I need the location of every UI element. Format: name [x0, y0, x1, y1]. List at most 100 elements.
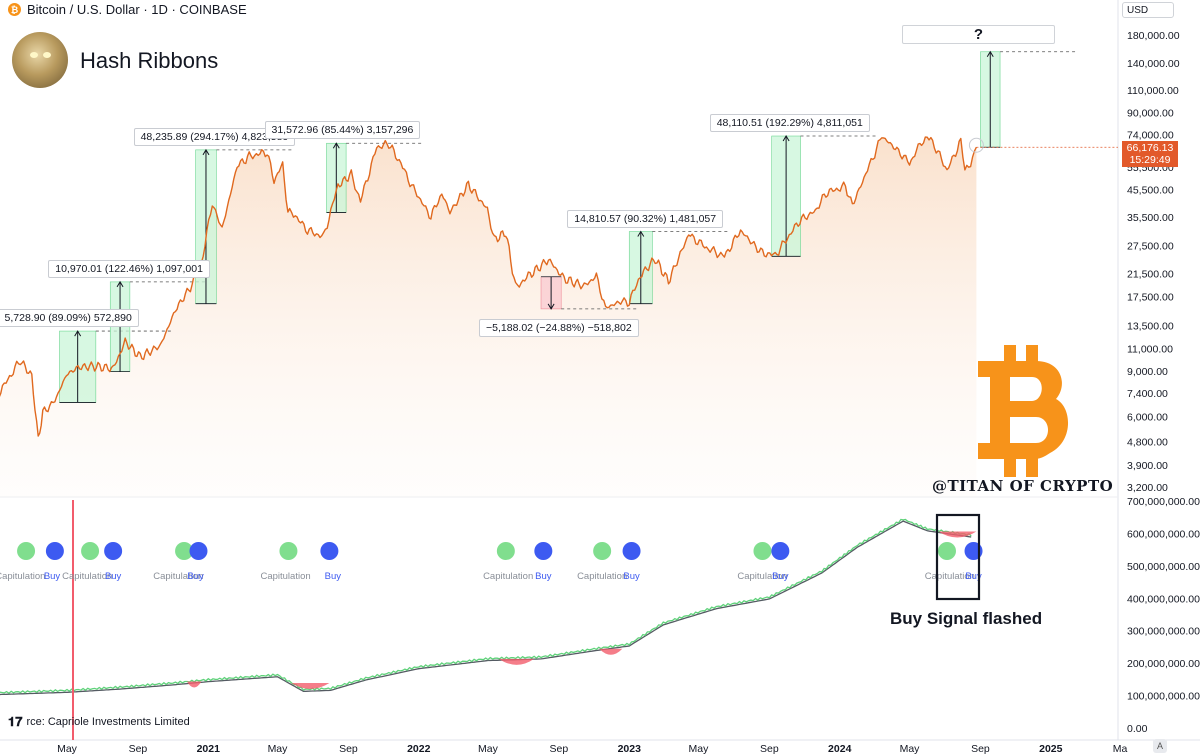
auto-scale-button[interactable]: A	[1153, 739, 1167, 753]
price-tick-label: 74,000.00	[1127, 130, 1174, 142]
price-tick-label: 90,000.00	[1127, 108, 1174, 120]
x-tick-label: 2025	[1039, 743, 1063, 755]
capitulation-signal-label: Capitulation	[737, 571, 787, 582]
price-tick-label: 45,500.00	[1127, 184, 1174, 196]
buy-signal-dot	[534, 542, 553, 560]
capitulation-signal-label: Capitulation	[62, 571, 112, 582]
hash-rate-slow-line	[0, 520, 972, 696]
hash-tick-label: 200,000,000.00	[1127, 658, 1200, 670]
projection-question-box: ?	[902, 25, 1055, 44]
buy-signal-label: Buy	[187, 571, 204, 582]
capitulation-signal-label: Capitulation	[925, 571, 975, 582]
avatar	[12, 32, 68, 88]
x-tick-label: May	[57, 743, 78, 755]
range-arrow-head	[116, 280, 124, 288]
symbol-header[interactable]: ₿ Bitcoin / U.S. Dollar · 1D · COINBASE	[8, 2, 247, 17]
buy-signal-dot	[189, 542, 208, 560]
x-tick-label: May	[478, 743, 499, 755]
price-tick-label: 13,500.00	[1127, 321, 1174, 333]
hash-tick-label: 700,000,000.00	[1127, 496, 1200, 508]
capitulation-signal-dot	[279, 542, 298, 560]
capitulation-signal-dot	[17, 542, 36, 560]
measurement-label: 10,970.01 (122.46%) 1,097,001	[48, 259, 210, 278]
hash-tick-label: 600,000,000.00	[1127, 528, 1200, 540]
source-credit[interactable]: 𝟏𝟕 rce: Capriole Investments Limited	[8, 714, 190, 730]
capitulation-signal-dot	[937, 542, 956, 560]
x-tick-label: May	[900, 743, 921, 755]
hash-tick-label: 400,000,000.00	[1127, 593, 1200, 605]
capitulation-signal-label: Capitulation	[483, 571, 533, 582]
measurement-label: 31,572.96 (85.44%) 3,157,296	[264, 121, 421, 140]
bitcoin-logo-icon	[978, 345, 1069, 477]
measurement-label: 14,810.57 (90.32%) 1,481,057	[567, 209, 724, 228]
price-tick-label: 4,800.00	[1127, 437, 1168, 449]
buy-signal-label: Buy	[965, 571, 982, 582]
hash-tick-label: 0.00	[1127, 723, 1148, 735]
hash-tick-label: 100,000,000.00	[1127, 691, 1200, 703]
source-label: rce: Capriole Investments Limited	[26, 716, 190, 728]
price-tick-label: 180,000.00	[1127, 30, 1180, 42]
price-tick-label: 3,200.00	[1127, 482, 1168, 494]
price-tick-label: 7,400.00	[1127, 388, 1168, 400]
price-series-line	[0, 136, 978, 437]
x-tick-label: Sep	[339, 743, 358, 755]
buy-signal-highlight-box	[935, 513, 981, 601]
range-arrow-head	[547, 303, 555, 310]
x-tick-label: 2021	[197, 743, 221, 755]
symbol-label: Bitcoin / U.S. Dollar · 1D · COINBASE	[27, 2, 247, 17]
price-tick-label: 110,000.00	[1127, 85, 1179, 97]
currency-selector[interactable]: USD	[1122, 2, 1174, 18]
x-tick-label: 2023	[618, 743, 642, 755]
watermark: @TITAN OF CRYPTO	[932, 477, 1114, 495]
measurement-label: −5,188.02 (−24.88%) −518,802	[479, 318, 639, 337]
x-tick-label: May	[268, 743, 289, 755]
capitulation-signal-label: Capitulation	[260, 571, 310, 582]
hash-tick-label: 300,000,000.00	[1127, 626, 1200, 638]
price-countdown: 15:29:49	[1129, 154, 1171, 166]
buy-signal-dot	[45, 542, 64, 560]
x-tick-label: Sep	[971, 743, 990, 755]
capitulation-signal-dot	[753, 542, 772, 560]
x-tick-label: Sep	[760, 743, 779, 755]
tradingview-logo-icon: 𝟏𝟕	[8, 714, 23, 729]
range-arrow-head	[637, 230, 645, 237]
price-tick-label: 17,500.00	[1127, 291, 1174, 303]
capitulation-signal-label: Capitulation	[153, 571, 203, 582]
x-tick-label: 2022	[407, 743, 431, 755]
buy-signal-annotation: Buy Signal flashed	[890, 609, 1043, 628]
bitcoin-icon: ₿	[8, 3, 21, 16]
x-tick-label: Ma	[1113, 743, 1128, 755]
capitulation-signal-dot	[496, 542, 515, 560]
buy-signal-label: Buy	[325, 571, 342, 582]
price-area-fill	[0, 137, 977, 497]
buy-signal-dot	[104, 542, 123, 560]
hash-rate-fast-line	[0, 518, 972, 695]
buy-signal-label: Buy	[44, 571, 61, 582]
measurement-label: 48,110.51 (192.29%) 4,811,051	[709, 114, 870, 133]
avatar-eye-icon	[30, 52, 38, 58]
last-price-value: 66,176.13	[1126, 142, 1174, 154]
capitulation-patch	[291, 682, 330, 689]
price-tick-label: 35,500.00	[1127, 212, 1174, 224]
buy-signal-dot	[320, 542, 339, 560]
buy-signal-label: Buy	[772, 571, 789, 582]
price-tick-label: 3,900.00	[1127, 460, 1168, 472]
buy-signal-label: Buy	[105, 571, 122, 582]
x-tick-label: Sep	[550, 743, 569, 755]
price-tick-label: 27,500.00	[1127, 241, 1174, 253]
buy-signal-dot	[622, 542, 641, 560]
buy-signal-label: Buy	[535, 571, 552, 582]
range-arrow-head	[74, 330, 82, 337]
price-tick-label: 21,500.00	[1127, 268, 1174, 280]
range-arrow-head	[782, 135, 790, 142]
capitulation-signal-dot	[81, 542, 100, 560]
last-price-marker	[968, 137, 984, 153]
capitulation-patch	[498, 658, 535, 665]
capitulation-patch	[938, 531, 977, 538]
range-arrow-head	[202, 148, 210, 156]
x-tick-label: Sep	[129, 743, 148, 755]
measurement-label: 48,235.89 (294.17%) 4,823,589	[133, 127, 296, 146]
measurement-label: 5,728.90 (89.09%) 572,890	[0, 309, 139, 328]
capitulation-patch	[186, 681, 202, 688]
